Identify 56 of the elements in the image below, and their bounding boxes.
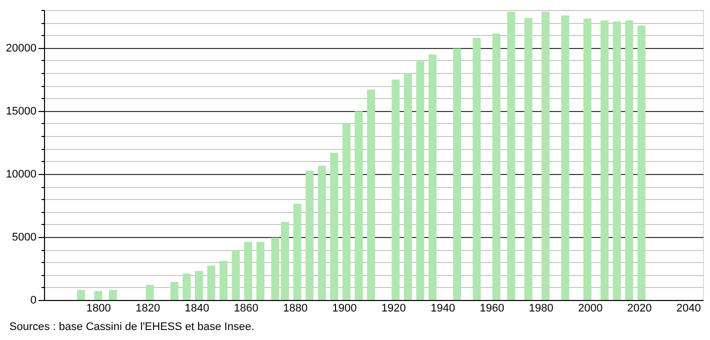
bar — [392, 80, 400, 300]
bar — [404, 74, 412, 300]
bar — [281, 222, 289, 300]
y-tick-label: 15000 — [6, 105, 36, 118]
y-tick-label: 20000 — [6, 42, 36, 54]
x-tick-label: 1820 — [136, 302, 160, 314]
bar — [492, 33, 500, 300]
bar — [220, 260, 228, 300]
bar — [108, 290, 117, 300]
bar — [507, 12, 516, 300]
bar — [600, 20, 609, 300]
bar — [342, 124, 350, 300]
bar — [542, 12, 550, 300]
bar — [524, 18, 532, 300]
bar — [207, 266, 216, 300]
bar — [453, 48, 462, 300]
bar — [146, 284, 154, 300]
bar — [612, 21, 621, 300]
bar — [194, 271, 203, 300]
bar — [170, 282, 178, 300]
bar — [232, 250, 240, 300]
bar — [244, 242, 252, 300]
x-tick-label: 1980 — [528, 302, 554, 314]
bar — [637, 26, 646, 300]
bar — [182, 274, 191, 300]
bar — [583, 18, 592, 300]
y-tick-label: 5000 — [12, 231, 36, 244]
bar — [306, 170, 314, 300]
bar — [625, 20, 634, 300]
bar — [330, 152, 338, 300]
bar — [293, 204, 302, 300]
x-tick-label: 1840 — [184, 302, 210, 314]
x-tick-label: 2000 — [578, 302, 603, 314]
bar — [367, 90, 376, 300]
bar — [428, 54, 436, 300]
bar — [76, 290, 85, 300]
bar — [94, 290, 102, 300]
bar — [561, 15, 570, 300]
bar — [354, 111, 363, 300]
bar — [416, 61, 424, 300]
x-tick-label: 1880 — [283, 302, 308, 314]
bar — [256, 242, 264, 300]
x-tick-label: 1960 — [480, 302, 504, 314]
x-tick-label: 1800 — [86, 302, 111, 314]
bar — [472, 38, 481, 300]
y-tick-label: 10000 — [6, 168, 36, 180]
bar — [318, 166, 326, 300]
x-tick-label: 1940 — [430, 302, 456, 314]
bar — [271, 238, 280, 300]
x-tick-label: 2040 — [676, 302, 701, 314]
source-note: Sources : base Cassini de l'EHESS et base Insee. — [9, 321, 254, 333]
x-tick-label: 1860 — [234, 302, 258, 314]
y-tick-label: 0 — [30, 294, 36, 306]
x-tick-label: 2020 — [627, 302, 652, 314]
x-tick-label: 1900 — [332, 302, 357, 314]
x-tick-label: 1920 — [381, 302, 406, 314]
